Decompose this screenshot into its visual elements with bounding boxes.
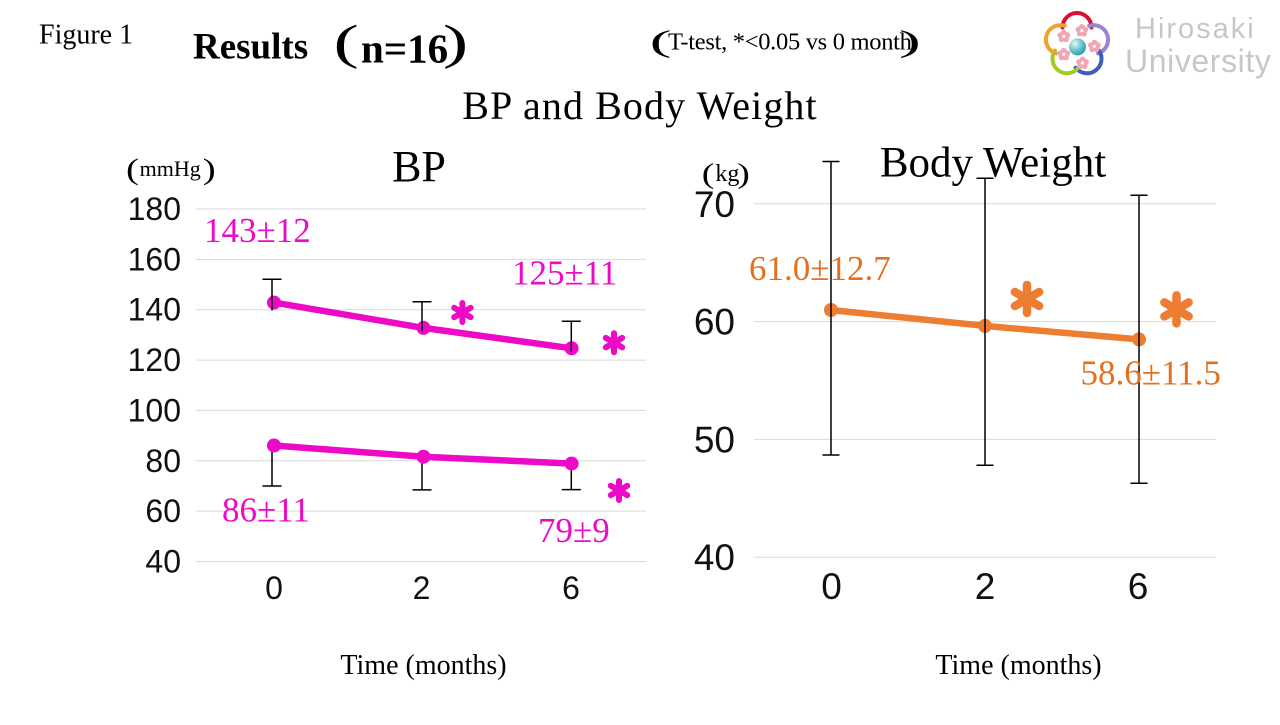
svg-text:T-test, *<0.05 vs 0 month: T-test, *<0.05 vs 0 month <box>668 28 912 55</box>
svg-text:70: 70 <box>694 184 735 225</box>
svg-text:180: 180 <box>128 191 181 227</box>
svg-text:): ) <box>737 158 750 190</box>
svg-text:University: University <box>1125 43 1271 79</box>
svg-text:kg: kg <box>715 161 739 187</box>
svg-text:79±9: 79±9 <box>538 511 610 550</box>
svg-text:50: 50 <box>694 419 735 460</box>
svg-text:58.6±11.5: 58.6±11.5 <box>1081 354 1221 393</box>
svg-text:120: 120 <box>128 342 181 378</box>
svg-text:Time (months): Time (months) <box>340 650 506 681</box>
svg-text:143±12: 143±12 <box>204 211 311 250</box>
svg-text:6: 6 <box>1128 566 1149 607</box>
svg-text:Results: Results <box>193 27 308 68</box>
svg-text:): ) <box>899 25 921 59</box>
svg-text:60: 60 <box>694 302 735 343</box>
svg-text:160: 160 <box>128 241 181 277</box>
svg-text:0: 0 <box>821 566 842 607</box>
svg-text:Time (months): Time (months) <box>935 650 1101 681</box>
svg-text:100: 100 <box>128 392 181 428</box>
svg-text:n=16: n=16 <box>361 26 448 72</box>
svg-text:61.0±12.7: 61.0±12.7 <box>749 249 891 288</box>
svg-text:86±11: 86±11 <box>222 491 310 530</box>
svg-text:140: 140 <box>128 292 181 328</box>
svg-text:2: 2 <box>975 566 996 607</box>
svg-text:125±11: 125±11 <box>512 254 617 293</box>
svg-text:(: ( <box>650 25 672 59</box>
svg-text:6: 6 <box>562 570 580 606</box>
svg-text:Hirosaki: Hirosaki <box>1135 13 1256 45</box>
svg-text:): ) <box>443 15 468 69</box>
svg-text:BP: BP <box>392 142 446 191</box>
svg-text:(: ( <box>126 152 139 186</box>
svg-text:2: 2 <box>413 570 431 606</box>
svg-text:80: 80 <box>145 443 181 479</box>
svg-text:Body Weight: Body Weight <box>880 140 1106 187</box>
svg-text:(: ( <box>702 158 715 190</box>
svg-text:40: 40 <box>694 537 735 578</box>
svg-text:Figure 1: Figure 1 <box>39 20 133 51</box>
svg-text:mmHg: mmHg <box>140 156 201 181</box>
svg-text:): ) <box>203 152 216 186</box>
svg-text:60: 60 <box>145 493 181 529</box>
svg-text:0: 0 <box>265 570 283 606</box>
svg-text:BP and Body Weight: BP and Body Weight <box>462 83 817 128</box>
svg-text:40: 40 <box>145 544 181 580</box>
svg-text:(: ( <box>334 15 359 69</box>
